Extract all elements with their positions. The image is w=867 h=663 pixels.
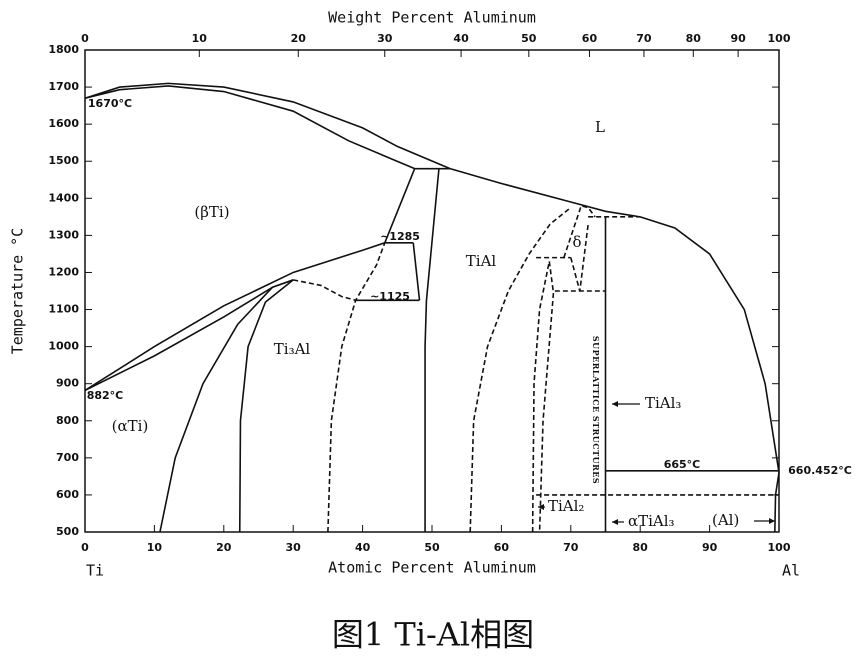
arrow-head xyxy=(612,401,618,407)
x2-axis-title: Weight Percent Aluminum xyxy=(328,9,536,27)
phase-boundary xyxy=(327,242,386,533)
annotation: 882°C xyxy=(87,389,124,402)
phase-boundary xyxy=(84,82,451,170)
phase-boundary xyxy=(238,279,294,533)
x-tick-label: 0 xyxy=(81,541,89,554)
phase-boundary xyxy=(538,261,555,533)
x2-tick-label: 20 xyxy=(291,32,307,45)
phase-boundary xyxy=(412,242,421,301)
x-tick-label: 90 xyxy=(702,541,718,554)
phase-boundary xyxy=(449,167,780,473)
x-tick-label: 10 xyxy=(147,541,163,554)
annotation: ~1285 xyxy=(380,230,420,243)
annotation: 1670°C xyxy=(88,97,132,110)
y-tick-label: 1100 xyxy=(48,303,79,316)
phase-boundary xyxy=(424,168,440,532)
annotation: TiAl xyxy=(466,252,497,270)
y-tick-label: 1700 xyxy=(48,80,79,93)
x2-tick-label: 10 xyxy=(192,32,208,45)
x2-tick-label: 60 xyxy=(582,32,598,45)
phase-boundary xyxy=(159,279,294,533)
arrow-head xyxy=(769,518,775,524)
y-tick-label: 700 xyxy=(56,451,79,464)
annotation: TiAl₂ xyxy=(548,497,584,515)
arrow-head xyxy=(538,504,544,510)
phase-boundary xyxy=(84,279,294,392)
y-tick-label: 1200 xyxy=(48,265,79,278)
phase-boundary xyxy=(531,261,551,533)
x-tick-label: 30 xyxy=(286,541,302,554)
right-end-label: Al xyxy=(782,562,800,580)
annotation: TiAl₃ xyxy=(645,394,681,412)
arrow-head xyxy=(612,519,618,525)
y-tick-label: 1800 xyxy=(48,43,79,56)
annotation: Ti₃Al xyxy=(274,340,311,358)
x2-tick-label: 40 xyxy=(453,32,469,45)
y-tick-label: 1300 xyxy=(48,228,79,241)
x2-tick-label: 50 xyxy=(521,32,537,45)
x-axis-title: Atomic Percent Aluminum xyxy=(328,559,536,577)
annotation: δ xyxy=(572,233,581,251)
annotation: (βTi) xyxy=(194,203,229,221)
phase-boundary xyxy=(293,279,356,302)
left-end-label: Ti xyxy=(86,562,104,580)
y-tick-label: 800 xyxy=(56,414,79,427)
phase-boundary xyxy=(469,206,572,533)
annotation: L xyxy=(595,118,605,136)
x-tick-label: 50 xyxy=(424,541,440,554)
annotation: SUPERLATTICE STRUCTURES xyxy=(591,336,601,484)
y-tick-label: 500 xyxy=(56,525,79,538)
x2-tick-label: 0 xyxy=(81,32,89,45)
phase-boundary xyxy=(84,242,386,392)
x-tick-label: 60 xyxy=(494,541,510,554)
annotation: 660.452°C xyxy=(788,464,852,477)
phase-boundary xyxy=(384,168,416,244)
annotation: αTiAl₃ xyxy=(628,512,675,530)
x-tick-label: 100 xyxy=(768,541,791,554)
x-tick-label: 80 xyxy=(633,541,649,554)
y-tick-label: 1600 xyxy=(48,117,79,130)
y-tick-label: 1000 xyxy=(48,340,79,353)
x2-tick-label: 30 xyxy=(377,32,393,45)
y-tick-label: 1400 xyxy=(48,191,79,204)
y-tick-label: 900 xyxy=(56,377,79,390)
x-tick-label: 20 xyxy=(216,541,232,554)
phase-boundary xyxy=(563,204,596,258)
phase-boundary xyxy=(84,85,415,170)
x2-tick-label: 70 xyxy=(636,32,652,45)
y-axis-title: Temperature °C xyxy=(9,228,27,354)
phase-boundary xyxy=(774,472,780,533)
y-tick-label: 600 xyxy=(56,488,79,501)
y-tick-label: 1500 xyxy=(48,154,79,167)
x2-tick-label: 90 xyxy=(730,32,746,45)
x2-tick-label: 80 xyxy=(686,32,702,45)
annotation: (αTi) xyxy=(112,417,149,435)
x2-tick-label: 100 xyxy=(768,32,791,45)
annotation: 665°C xyxy=(664,458,701,471)
annotation: (Al) xyxy=(712,511,739,529)
caption: 图1 Ti-Al相图 xyxy=(332,616,534,654)
x-tick-label: 40 xyxy=(355,541,371,554)
x-tick-label: 70 xyxy=(563,541,579,554)
annotation: ~1125 xyxy=(370,290,410,303)
